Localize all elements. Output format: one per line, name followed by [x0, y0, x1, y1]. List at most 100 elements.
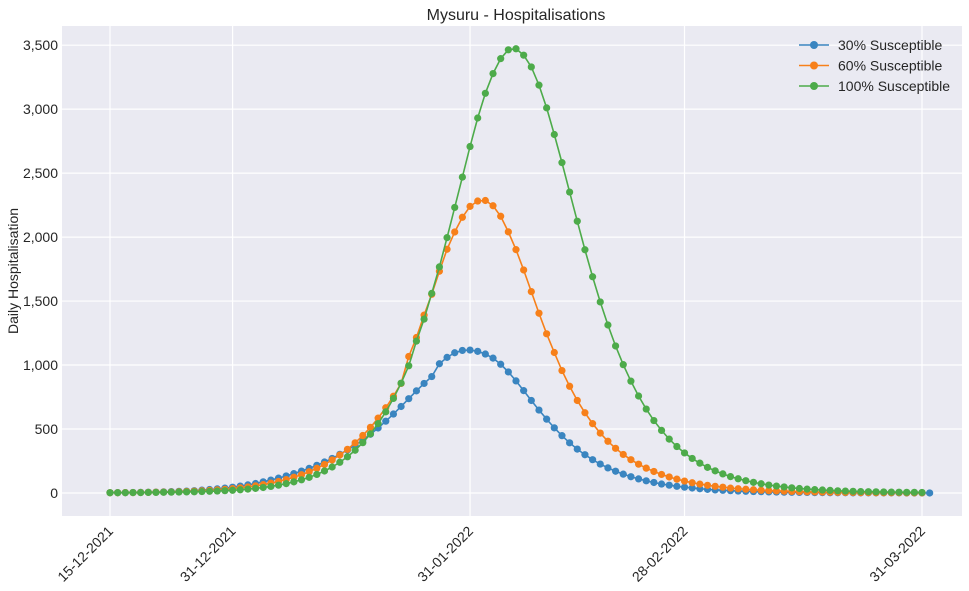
data-point: [313, 470, 321, 479]
data-point: [251, 484, 260, 492]
data-point: [627, 456, 635, 464]
data-point: [749, 486, 758, 494]
data-point: [611, 444, 620, 452]
legend-label: 100% Susceptible: [838, 78, 950, 94]
data-point: [619, 450, 627, 459]
data-point: [259, 483, 267, 492]
data-point: [183, 488, 191, 496]
legend-label: 60% Susceptible: [838, 58, 943, 74]
data-point: [719, 470, 727, 478]
legend-item: 60% Susceptible: [799, 58, 943, 74]
data-point: [596, 460, 604, 468]
data-point: [550, 348, 558, 357]
y-tick-label: 500: [35, 421, 59, 437]
data-point: [489, 202, 497, 210]
data-point: [389, 394, 398, 403]
data-point: [397, 402, 405, 411]
data-point: [642, 477, 650, 485]
data-point: [711, 467, 719, 475]
data-point: [841, 487, 850, 495]
data-point: [535, 309, 543, 317]
data-point: [474, 197, 482, 205]
data-point: [481, 350, 489, 358]
data-point: [535, 81, 543, 89]
data-point: [742, 485, 750, 493]
data-point: [451, 203, 459, 212]
data-point: [336, 451, 344, 459]
data-point: [489, 69, 497, 78]
y-tick-label: 1,000: [23, 357, 58, 373]
data-point: [680, 483, 689, 491]
data-point: [481, 89, 489, 97]
data-point: [550, 424, 558, 432]
data-point: [497, 360, 505, 368]
data-point: [336, 458, 344, 466]
data-point: [581, 246, 589, 254]
data-point: [137, 488, 145, 497]
data-point: [604, 464, 612, 472]
data-point: [558, 366, 566, 375]
data-point: [910, 488, 918, 496]
data-point: [589, 456, 597, 464]
data-point: [611, 342, 620, 350]
data-point: [236, 486, 244, 494]
x-tick-label: 15-12-2021: [54, 523, 116, 585]
data-point: [274, 481, 283, 489]
data-point: [573, 217, 581, 225]
legend-label: 30% Susceptible: [838, 37, 943, 53]
data-point: [734, 475, 742, 483]
data-point: [351, 439, 359, 447]
data-point: [642, 464, 650, 472]
data-point: [543, 330, 551, 338]
data-point: [680, 477, 689, 485]
data-point: [765, 487, 773, 495]
series-3: [106, 45, 926, 497]
data-point: [581, 451, 589, 459]
plot-background: [62, 26, 962, 516]
y-tick-label: 3,000: [23, 101, 58, 117]
data-point: [512, 377, 520, 385]
data-point: [742, 477, 750, 485]
data-point: [328, 456, 336, 464]
data-point: [903, 488, 911, 496]
data-point: [872, 488, 880, 496]
data-point: [589, 273, 597, 281]
data-point: [634, 475, 643, 483]
data-point: [696, 459, 704, 467]
data-point: [282, 480, 290, 488]
data-point: [244, 485, 252, 493]
legend: 30% Susceptible 60% Susceptible 100% Susce…: [799, 37, 950, 94]
data-point: [374, 420, 382, 428]
data-point: [366, 430, 375, 438]
data-point: [497, 55, 505, 63]
data-point: [665, 481, 673, 489]
data-point: [198, 487, 206, 496]
data-point: [757, 480, 765, 488]
y-tick-label: 0: [50, 485, 58, 501]
data-point: [772, 482, 781, 490]
legend-marker: [810, 82, 818, 90]
data-point: [129, 488, 137, 497]
data-point: [351, 446, 359, 454]
data-point: [573, 445, 581, 453]
data-point: [757, 486, 765, 494]
data-point: [880, 488, 888, 496]
data-point: [918, 488, 926, 497]
data-point: [152, 488, 160, 497]
x-tick-label: 31-03-2022: [866, 523, 928, 585]
chart-title: Mysuru - Hospitalisations: [427, 7, 606, 24]
y-tick-label: 2,500: [23, 165, 58, 181]
data-point: [343, 453, 352, 461]
data-point: [604, 437, 612, 445]
data-point: [719, 483, 727, 491]
data-point: [673, 475, 681, 483]
data-point: [596, 429, 604, 437]
legend-marker: [810, 41, 818, 49]
data-point: [121, 489, 129, 497]
data-point: [382, 417, 390, 425]
data-point: [458, 173, 466, 181]
data-point: [634, 392, 643, 400]
data-point: [665, 435, 673, 443]
data-point: [688, 454, 696, 463]
